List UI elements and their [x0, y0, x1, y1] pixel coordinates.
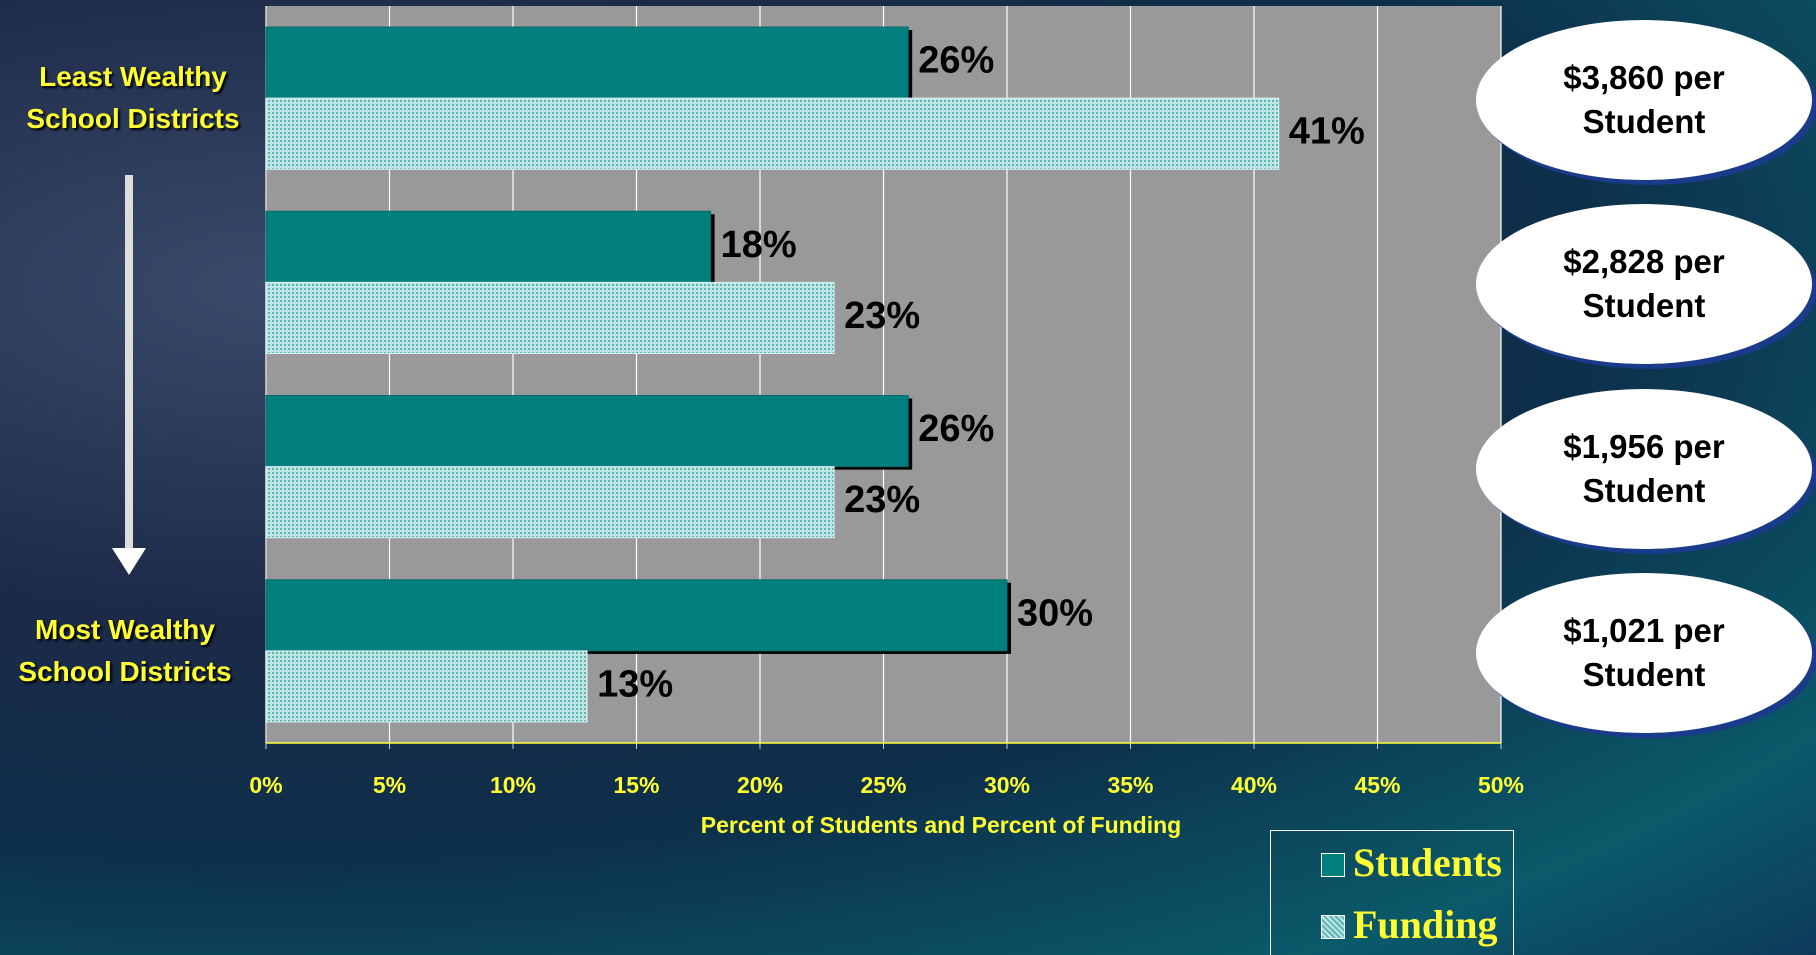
value-label: 18% — [721, 224, 797, 266]
bar — [265, 97, 1280, 170]
x-tick-label: 10% — [490, 772, 536, 798]
x-tick-label: 25% — [860, 772, 906, 798]
annotation-bubble: $1,956 per Student — [1476, 388, 1812, 549]
value-label: 30% — [1017, 592, 1093, 634]
x-tick-label: 30% — [984, 772, 1030, 798]
bar — [265, 466, 835, 539]
category-label: Least Wealthy School Districts — [26, 61, 240, 135]
bar — [265, 579, 1008, 652]
annotation-bubble: $3,860 per Student — [1476, 20, 1812, 181]
legend: Students Funding — [1270, 830, 1514, 955]
legend-swatch — [1321, 915, 1345, 939]
arrow-head — [112, 548, 146, 575]
legend-swatch — [1321, 853, 1345, 877]
x-axis-title: Percent of Students and Percent of Fundi… — [701, 812, 1181, 838]
legend-label: Students — [1353, 840, 1502, 885]
x-tick-label: 35% — [1107, 772, 1153, 798]
value-label: 13% — [597, 663, 673, 705]
annotation-text: $1,956 per Student — [1563, 427, 1725, 509]
x-tick-label: 40% — [1231, 772, 1277, 798]
value-label: 41% — [1289, 111, 1365, 153]
x-tick-label: 5% — [373, 772, 406, 798]
bar — [265, 281, 835, 354]
x-tick-label: 15% — [613, 772, 659, 798]
annotation-bubble: $2,828 per Student — [1476, 204, 1812, 365]
value-label: 23% — [844, 479, 920, 521]
category-label: Most Wealthy School Districts — [18, 613, 232, 687]
x-tick-label: 20% — [737, 772, 783, 798]
annotation-text: $2,828 per Student — [1563, 243, 1725, 325]
bar — [265, 395, 909, 468]
x-tick-label: 0% — [249, 772, 282, 798]
annotation-bubble: $1,021 per Student — [1476, 572, 1812, 733]
x-tick-label: 50% — [1478, 772, 1524, 798]
annotation-text: $1,021 per Student — [1563, 611, 1725, 693]
bar — [265, 650, 588, 723]
bar — [265, 210, 712, 283]
value-label: 26% — [918, 40, 994, 82]
annotation-text: $3,860 per Student — [1563, 59, 1725, 141]
bar — [265, 26, 909, 99]
value-label: 23% — [844, 295, 920, 337]
x-tick-label: 45% — [1354, 772, 1400, 798]
value-label: 26% — [918, 408, 994, 450]
legend-label: Funding — [1353, 902, 1498, 947]
